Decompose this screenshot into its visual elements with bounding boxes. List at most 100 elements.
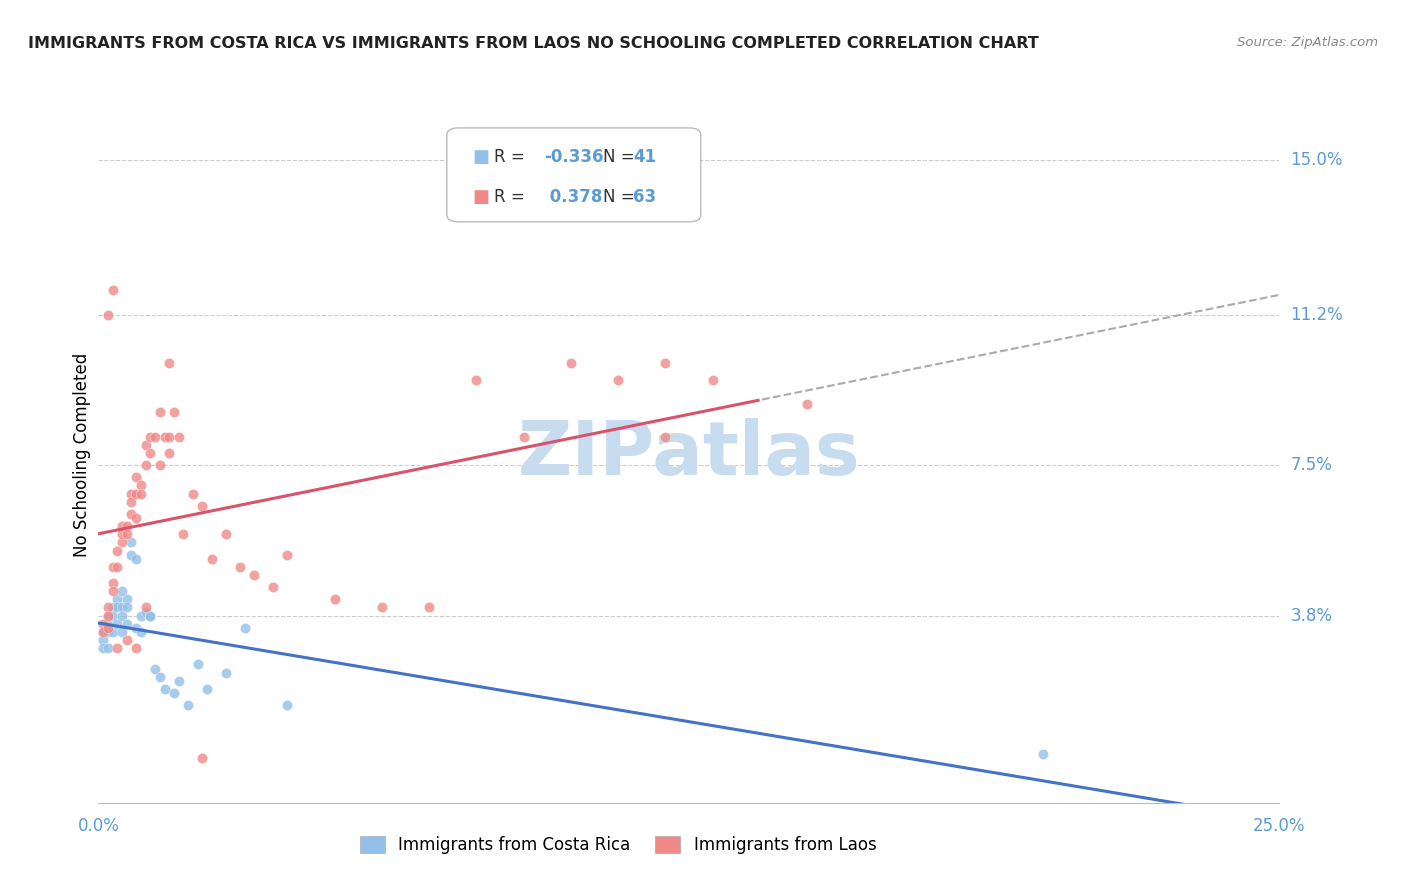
- Text: 63: 63: [634, 188, 657, 206]
- Point: [465, 373, 488, 387]
- Point: [125, 486, 148, 500]
- Point: [97, 621, 120, 635]
- Point: [125, 621, 148, 635]
- Point: [143, 429, 166, 443]
- Text: R =: R =: [494, 148, 530, 166]
- Point: [121, 507, 143, 521]
- Point: [111, 608, 134, 623]
- Text: 0.0%: 0.0%: [77, 817, 120, 835]
- Point: [139, 446, 162, 460]
- Point: [97, 308, 120, 322]
- Point: [135, 605, 157, 619]
- Legend: Immigrants from Costa Rica, Immigrants from Laos: Immigrants from Costa Rica, Immigrants f…: [353, 829, 883, 861]
- Point: [143, 661, 166, 675]
- Point: [139, 429, 162, 443]
- Point: [111, 527, 134, 541]
- Point: [97, 624, 120, 639]
- Point: [115, 592, 138, 607]
- Point: [125, 551, 148, 566]
- Point: [111, 624, 134, 639]
- Point: [654, 356, 676, 370]
- Text: N =: N =: [603, 188, 640, 206]
- Point: [139, 608, 162, 623]
- Point: [115, 633, 138, 648]
- Point: [201, 551, 224, 566]
- Point: [187, 657, 209, 672]
- Point: [101, 608, 124, 623]
- Point: [121, 535, 143, 549]
- Point: [111, 600, 134, 615]
- Text: 25.0%: 25.0%: [1253, 817, 1306, 835]
- Point: [111, 535, 134, 549]
- Point: [125, 470, 148, 484]
- Point: [215, 665, 238, 680]
- Point: [125, 641, 148, 656]
- Point: [105, 559, 128, 574]
- Point: [163, 686, 186, 700]
- Point: [129, 608, 152, 623]
- Point: [125, 511, 148, 525]
- Point: [91, 641, 114, 656]
- Point: [121, 486, 143, 500]
- Point: [243, 568, 266, 582]
- Point: [149, 670, 172, 684]
- Point: [115, 519, 138, 533]
- Point: [105, 600, 128, 615]
- Point: [135, 438, 157, 452]
- Point: [157, 429, 180, 443]
- Point: [157, 356, 180, 370]
- Text: -0.336: -0.336: [544, 148, 603, 166]
- Text: 7.5%: 7.5%: [1291, 456, 1333, 474]
- Point: [153, 429, 176, 443]
- Point: [149, 405, 172, 419]
- Point: [129, 624, 152, 639]
- Point: [121, 548, 143, 562]
- Point: [105, 641, 128, 656]
- Point: [153, 681, 176, 696]
- Point: [115, 527, 138, 541]
- Point: [157, 446, 180, 460]
- Point: [177, 698, 200, 713]
- Point: [91, 616, 114, 631]
- Point: [276, 548, 298, 562]
- Point: [163, 405, 186, 419]
- Point: [111, 584, 134, 599]
- Point: [97, 616, 120, 631]
- Point: [418, 600, 440, 615]
- Point: [97, 608, 120, 623]
- Point: [512, 429, 534, 443]
- Point: [276, 698, 298, 713]
- Point: [181, 486, 204, 500]
- Text: ■: ■: [472, 148, 489, 166]
- Point: [105, 616, 128, 631]
- Text: 41: 41: [634, 148, 657, 166]
- Point: [105, 543, 128, 558]
- Point: [101, 559, 124, 574]
- Point: [215, 527, 238, 541]
- Point: [191, 751, 214, 765]
- Text: ■: ■: [472, 188, 489, 206]
- Point: [97, 600, 120, 615]
- Text: 0.378: 0.378: [544, 188, 602, 206]
- Point: [167, 673, 190, 688]
- Point: [139, 608, 162, 623]
- Point: [91, 633, 114, 648]
- Point: [195, 681, 218, 696]
- Point: [135, 600, 157, 615]
- Point: [702, 373, 724, 387]
- Text: ZIPatlas: ZIPatlas: [517, 418, 860, 491]
- Point: [129, 486, 152, 500]
- Point: [135, 458, 157, 472]
- Text: N =: N =: [603, 148, 640, 166]
- Point: [101, 283, 124, 297]
- Point: [101, 576, 124, 591]
- Point: [654, 429, 676, 443]
- Point: [167, 429, 190, 443]
- Point: [101, 584, 124, 599]
- Point: [172, 527, 194, 541]
- Text: IMMIGRANTS FROM COSTA RICA VS IMMIGRANTS FROM LAOS NO SCHOOLING COMPLETED CORREL: IMMIGRANTS FROM COSTA RICA VS IMMIGRANTS…: [28, 36, 1039, 51]
- Point: [796, 397, 818, 411]
- Point: [191, 499, 214, 513]
- Point: [121, 494, 143, 508]
- Point: [233, 621, 256, 635]
